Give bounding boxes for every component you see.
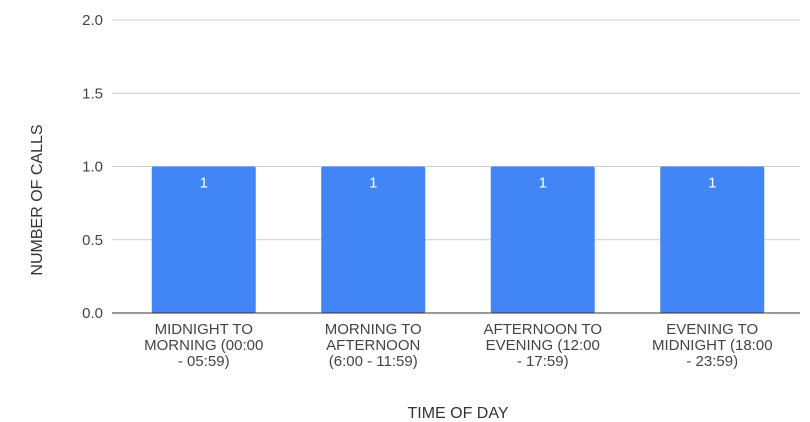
x-axis-ticks: MIDNIGHT TO MORNING (00:00- 05:59)MORNING…	[144, 321, 772, 370]
bar-data-label: 1	[539, 175, 547, 192]
bar	[490, 166, 595, 313]
x-tick-label-line: - 05:59)	[178, 353, 230, 370]
y-axis-ticks: 0.0 0.5 1.0 1.5 2.0	[82, 12, 103, 322]
x-tick-label-line: - 23:59)	[686, 353, 738, 370]
x-tick-label-line: MORNING TO	[325, 321, 422, 338]
bar	[660, 166, 765, 313]
x-tick-label-line: MIDNIGHT (18:00	[652, 337, 773, 354]
x-tick-label-line: - 17:59)	[517, 353, 569, 370]
bar-data-labels: 1 1 1 1	[200, 175, 717, 192]
x-tick-label: MORNING TO AFTERNOON (6:00 - 11:59)	[325, 321, 422, 370]
bar-data-label: 1	[369, 175, 377, 192]
x-tick-label: AFTERNOON TO EVENING (12:00- 17:59)	[483, 321, 602, 370]
y-tick-label: 1.5	[82, 85, 103, 102]
x-tick-label: EVENING TO MIDNIGHT (18:00- 23:59)	[652, 321, 773, 370]
bars	[151, 166, 765, 313]
x-tick-label-line: AFTERNOON TO	[483, 321, 602, 338]
bar	[151, 166, 256, 313]
y-axis-title: NUMBER OF CALLS	[29, 124, 46, 275]
x-tick-label: MIDNIGHT TO MORNING (00:00- 05:59)	[144, 321, 263, 370]
y-tick-label: 0.5	[82, 232, 103, 249]
bar-data-label: 1	[200, 175, 208, 192]
y-tick-label: 2.0	[82, 12, 103, 29]
x-tick-label-line: AFTERNOON	[326, 337, 420, 354]
bar-data-label: 1	[708, 175, 716, 192]
bar	[321, 166, 426, 313]
x-tick-label-line: MIDNIGHT TO	[155, 321, 253, 338]
x-tick-label-line: MORNING (00:00	[144, 337, 263, 354]
x-tick-label-line: (6:00 - 11:59)	[329, 353, 418, 370]
y-tick-label: 0.0	[82, 305, 103, 322]
x-tick-label-line: EVENING (12:00	[486, 337, 600, 354]
x-tick-label-line: EVENING TO	[666, 321, 758, 338]
y-tick-label: 1.0	[82, 159, 103, 176]
x-axis-title: TIME OF DAY	[407, 405, 508, 422]
